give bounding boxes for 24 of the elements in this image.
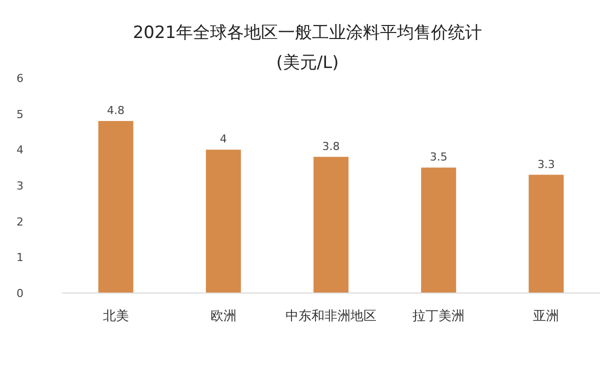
y-tick-label: 4 — [16, 144, 24, 157]
data-label: 3.3 — [537, 158, 555, 171]
x-tick-label: 欧洲 — [210, 309, 236, 324]
x-tick-label: 中东和非洲地区 — [286, 309, 376, 324]
data-label: 3.5 — [430, 150, 448, 164]
x-tick-label: 亚洲 — [533, 309, 560, 324]
chart-title: 2021年全球各地区一般工业涂料平均售价统计 — [132, 23, 482, 43]
bar — [314, 156, 348, 293]
data-label: 4.8 — [107, 104, 125, 117]
y-tick-label: 1 — [16, 251, 24, 264]
bar — [206, 150, 241, 293]
x-tick-label: 北美 — [102, 308, 129, 324]
data-label: 4 — [220, 132, 227, 146]
data-label: 3.8 — [322, 140, 340, 153]
bar — [421, 168, 456, 293]
y-tick-label: 3 — [16, 180, 24, 192]
chart-subtitle: (美元/L) — [276, 53, 339, 73]
y-tick-label: 6 — [16, 72, 24, 85]
y-tick-label: 2 — [16, 215, 24, 228]
y-tick-label: 0 — [16, 287, 24, 300]
bar — [98, 121, 134, 293]
x-tick-label: 拉丁美洲 — [412, 308, 465, 324]
y-tick-label: 5 — [16, 108, 24, 121]
bar — [528, 174, 564, 293]
